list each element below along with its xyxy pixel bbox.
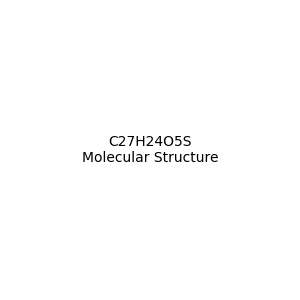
Text: C27H24O5S
Molecular Structure: C27H24O5S Molecular Structure — [82, 135, 218, 165]
